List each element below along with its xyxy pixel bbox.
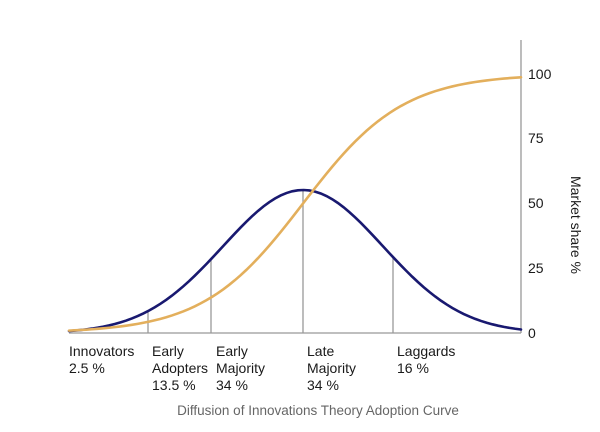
svg-text:25: 25: [528, 260, 544, 276]
svg-text:Laggards: Laggards: [397, 343, 455, 359]
svg-text:2.5 %: 2.5 %: [69, 360, 105, 376]
svg-text:100: 100: [528, 66, 552, 82]
svg-text:13.5 %: 13.5 %: [152, 377, 196, 393]
svg-text:Market share %: Market share %: [568, 176, 584, 274]
svg-text:34 %: 34 %: [216, 377, 248, 393]
svg-text:Innovators: Innovators: [69, 343, 134, 359]
svg-text:34 %: 34 %: [307, 377, 339, 393]
svg-text:16 %: 16 %: [397, 360, 429, 376]
svg-text:0: 0: [528, 325, 536, 341]
svg-text:50: 50: [528, 195, 544, 211]
svg-text:Adopters: Adopters: [152, 360, 208, 376]
svg-text:75: 75: [528, 130, 544, 146]
svg-text:Diffusion of Innovations Theor: Diffusion of Innovations Theory Adoption…: [177, 403, 459, 418]
svg-text:Majority: Majority: [307, 360, 356, 376]
svg-text:Late: Late: [307, 343, 334, 359]
svg-text:Early: Early: [216, 343, 248, 359]
svg-text:Early: Early: [152, 343, 184, 359]
svg-text:Majority: Majority: [216, 360, 265, 376]
